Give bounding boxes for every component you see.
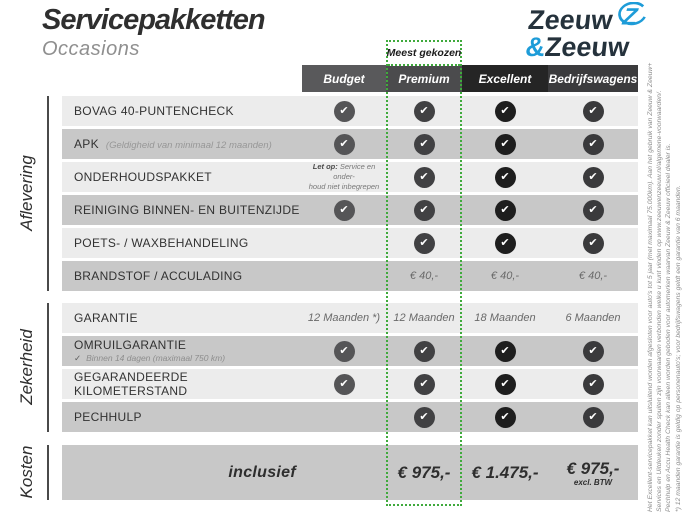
- row-label: APK (Geldigheid van minimaal 12 maanden): [62, 137, 302, 151]
- total-price-excellent: € 1.475,-: [471, 462, 539, 482]
- check-icon: ✔: [494, 406, 516, 428]
- meest-gekozen-badge: Meest gekozen: [387, 42, 461, 66]
- check-icon: ✔: [582, 232, 604, 254]
- row-sublabel: ✓ Binnen 14 dagen (maximaal 750 km): [74, 353, 226, 363]
- title-block: Servicepakketten Occasions: [42, 4, 266, 61]
- check-icon: ✔: [582, 199, 604, 221]
- table-row-bovag: BOVAG 40-PUNTENCHECK ✔ ✔ ✔ ✔: [62, 96, 638, 126]
- row-label: ONDERHOUDSPAKKET: [74, 170, 212, 184]
- check-icon: ✔: [333, 199, 355, 221]
- table-row-poets: POETS- / WAXBEHANDELING ✔ ✔ ✔: [62, 228, 638, 258]
- check-icon: ✔: [333, 100, 355, 122]
- column-headers: Budget Premium Excellent Bedrijfswagens: [302, 65, 638, 92]
- table-row-reiniging: REINIGING BINNEN- EN BUITENZIJDE ✔ ✔ ✔ ✔: [62, 195, 638, 225]
- column-header-budget: Budget: [302, 65, 386, 92]
- check-icon: ✔: [413, 166, 435, 188]
- check-icon: ✔: [333, 133, 355, 155]
- check-icon: ✔: [333, 340, 355, 362]
- table-row-garantie: GARANTIE 12 Maanden *) 12 Maanden 18 Maa…: [62, 303, 638, 333]
- garantie-value: 18 Maanden: [474, 312, 536, 324]
- check-icon: ✔: [413, 340, 435, 362]
- row-label: BRANDSTOF / ACCULADING: [74, 269, 243, 283]
- check-icon: ✔: [494, 232, 516, 254]
- table-row-pechhulp: PECHHULP ✔ ✔ ✔: [62, 402, 638, 432]
- row-label: inclusief: [62, 464, 302, 482]
- logo-line1: Zeeuw Z: [526, 1, 648, 35]
- price-value: € 40,-: [578, 270, 608, 282]
- column-header-premium: Premium: [386, 65, 462, 92]
- row-label: POETS- / WAXBEHANDELING: [74, 236, 249, 250]
- column-header-bedrijfswagens: Bedrijfswagens: [548, 65, 638, 92]
- table-row-onderhoudspakket: ONDERHOUDSPAKKET Let op: Service en onde…: [62, 162, 638, 192]
- check-icon: ✔: [582, 133, 604, 155]
- table-row-apk: APK (Geldigheid van minimaal 12 maanden)…: [62, 129, 638, 159]
- footnote-line: Het Excellent-servicepakket kan uitsluit…: [647, 62, 654, 512]
- footnote-line: *) 12 maanden garantie is geldig op pers…: [674, 185, 682, 512]
- row-label-text: APK: [74, 137, 99, 151]
- zeeuw-en-zeeuw-logo: Zeeuw Z &Zeeuw: [524, 1, 648, 62]
- excl-btw-note: excl. BTW: [573, 477, 613, 487]
- section-label-zekerheid: Zekerheid: [17, 329, 36, 405]
- check-icon: ✔: [494, 166, 516, 188]
- section-divider: [47, 96, 49, 291]
- check-icon: ✔: [494, 340, 516, 362]
- check-icon: ✔: [413, 373, 435, 395]
- row-label: GEGARANDEERDE KILOMETERSTAND: [74, 370, 188, 398]
- footnote-line: Services en Uitdeuken zonder spuiten zij…: [656, 90, 664, 512]
- garantie-value: 12 Maanden: [393, 312, 455, 324]
- zeeuw-z-swoosh-icon: Z: [613, 1, 648, 34]
- check-icon: ✔: [582, 100, 604, 122]
- page-title: Servicepakketten: [42, 4, 266, 36]
- logo-line2: &Zeeuw: [524, 32, 645, 62]
- check-icon: ✔: [413, 133, 435, 155]
- check-icon: ✔: [494, 373, 516, 395]
- total-price-bedrijfswagens: € 975,-: [566, 458, 620, 478]
- row-label-text: OMRUILGARANTIE: [74, 338, 187, 352]
- table-row-brandstof: BRANDSTOF / ACCULADING € 40,- € 40,- € 4…: [62, 261, 638, 291]
- check-icon: ✔: [413, 199, 435, 221]
- row-label: OMRUILGARANTIE ✓ Binnen 14 dagen (maximaa…: [62, 338, 302, 364]
- premium-highlight-outline: Meest gekozen: [386, 40, 462, 506]
- section-label-aflevering: Aflevering: [17, 155, 36, 231]
- section-divider: [47, 445, 49, 500]
- garantie-value: 6 Maanden: [565, 312, 621, 324]
- check-icon: ✔: [333, 373, 355, 395]
- row-sublabel: (Geldigheid van minimaal 12 maanden): [105, 140, 272, 151]
- garantie-value: 12 Maanden *): [307, 312, 381, 324]
- table-row-kosten: inclusief € 975,- € 1.475,- € 975,- excl…: [62, 445, 638, 500]
- row-label: PECHHULP: [74, 410, 142, 424]
- table-row-omruilgarantie: OMRUILGARANTIE ✓ Binnen 14 dagen (maximaa…: [62, 336, 638, 366]
- footnote: Het Excellent-servicepakket kan uitsluit…: [646, 60, 683, 512]
- row-label: REINIGING BINNEN- EN BUITENZIJDE: [74, 203, 300, 217]
- logo-word2: Zeeuw: [543, 32, 631, 62]
- inclusief-label: inclusief: [228, 463, 296, 481]
- svg-text:Z: Z: [620, 5, 640, 30]
- check-icon: ✔: [582, 373, 604, 395]
- check-icon: ✔: [413, 232, 435, 254]
- footnote-line: Pechhulp en Accu Health Check kan alleen…: [665, 143, 673, 512]
- page-subtitle: Occasions: [42, 38, 140, 60]
- check-icon: ✔: [494, 100, 516, 122]
- comparison-table: BOVAG 40-PUNTENCHECK ✔ ✔ ✔ ✔ APK (Geldig…: [62, 96, 638, 500]
- row-label: BOVAG 40-PUNTENCHECK: [74, 104, 234, 118]
- check-icon: ✔: [582, 340, 604, 362]
- section-label-kosten: Kosten: [17, 445, 36, 499]
- budget-note: Let op: Service en onder- houd niet inbe…: [308, 162, 380, 191]
- check-icon: ✔: [494, 199, 516, 221]
- check-icon: ✔: [582, 406, 604, 428]
- logo-word1: Zeeuw: [526, 5, 614, 35]
- check-icon: ✔: [494, 133, 516, 155]
- price-value: € 40,-: [409, 270, 439, 282]
- table-row-kilometerstand: GEGARANDEERDE KILOMETERSTAND ✔ ✔ ✔ ✔: [62, 369, 638, 399]
- section-divider: [47, 303, 49, 432]
- price-value: € 40,-: [490, 270, 520, 282]
- small-check-icon: ✓: [74, 353, 82, 363]
- row-label: GARANTIE: [74, 311, 138, 325]
- check-icon: ✔: [582, 166, 604, 188]
- column-header-excellent: Excellent: [462, 65, 548, 92]
- check-icon: ✔: [413, 406, 435, 428]
- total-price-premium: € 975,-: [397, 462, 451, 482]
- check-icon: ✔: [413, 100, 435, 122]
